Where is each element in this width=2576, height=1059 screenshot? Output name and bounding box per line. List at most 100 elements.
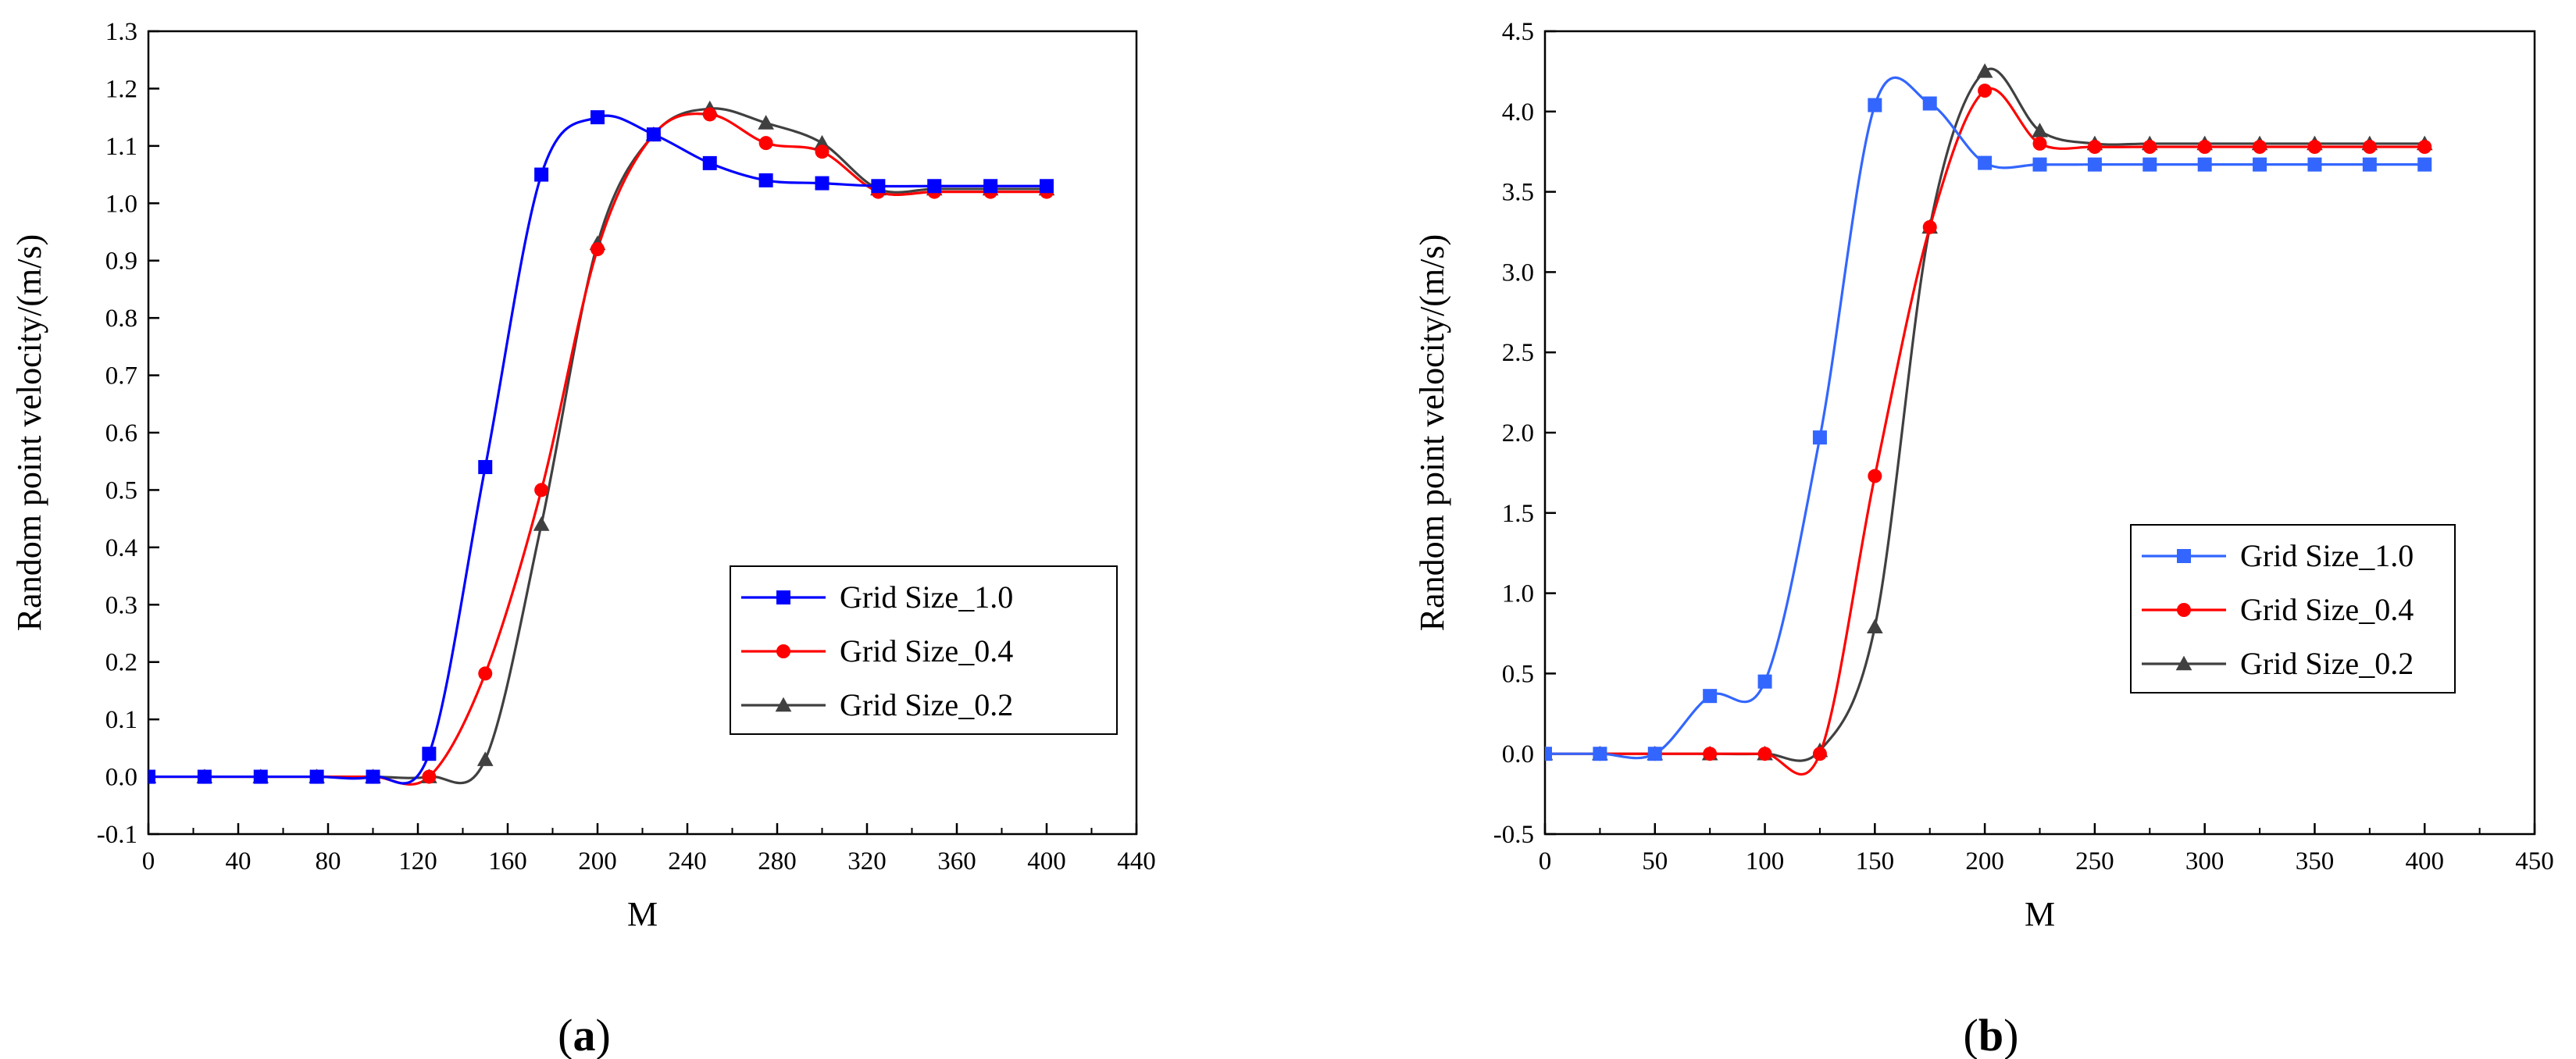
x-tick-label: 200 bbox=[578, 847, 617, 875]
panel-label-letter: a bbox=[573, 1010, 596, 1059]
data-point bbox=[476, 751, 494, 766]
data-point bbox=[2362, 157, 2377, 172]
legend-label: Grid Size_1.0 bbox=[840, 579, 1013, 615]
data-point bbox=[1757, 747, 1772, 761]
panel-label: (b) bbox=[1964, 1010, 2019, 1059]
data-point bbox=[2417, 140, 2432, 155]
panel-label: (a) bbox=[558, 1010, 611, 1059]
data-point bbox=[590, 110, 605, 125]
y-tick-label: 0.0 bbox=[1502, 740, 1534, 768]
data-point bbox=[2417, 157, 2432, 172]
data-point bbox=[1866, 619, 1883, 634]
y-tick-label: 0.9 bbox=[105, 248, 137, 276]
data-point bbox=[2087, 140, 2102, 155]
data-point bbox=[1703, 689, 1718, 704]
data-point bbox=[2032, 157, 2047, 172]
data-point bbox=[534, 167, 549, 182]
x-tick-label: 400 bbox=[1027, 847, 1066, 875]
x-tick-label: 240 bbox=[668, 847, 707, 875]
data-point bbox=[758, 136, 773, 151]
chart-a: 0 40 80 120 160 200 240 280 320 360 400 440 -0.1 0.0 0… bbox=[10, 18, 1156, 1059]
x-tick-label: 40 bbox=[226, 847, 252, 875]
data-point bbox=[309, 769, 324, 784]
y-tick-label: 4.5 bbox=[1502, 18, 1534, 46]
y-tick-label: 0.6 bbox=[105, 419, 137, 447]
data-point bbox=[1812, 747, 1827, 761]
legend-label: Grid Size_0.2 bbox=[2240, 646, 2414, 681]
panel-label-letter: b bbox=[1978, 1010, 2003, 1059]
y-tick-label: 0.7 bbox=[105, 362, 137, 390]
x-tick-label: 150 bbox=[1856, 847, 1895, 875]
y-tick-label: 0.2 bbox=[105, 649, 137, 677]
data-point bbox=[1978, 84, 1993, 98]
legend-label: Grid Size_0.4 bbox=[2240, 592, 2414, 627]
x-tick-label: 50 bbox=[1642, 847, 1668, 875]
legend-label: Grid Size_1.0 bbox=[2240, 538, 2414, 573]
y-tick-label: 2.5 bbox=[1502, 339, 1534, 367]
x-tick-label: 100 bbox=[1746, 847, 1785, 875]
data-point bbox=[927, 179, 942, 194]
y-tick-label: 0.1 bbox=[105, 706, 137, 734]
data-point bbox=[590, 242, 605, 257]
x-tick-label: 80 bbox=[316, 847, 341, 875]
data-point bbox=[2253, 140, 2267, 155]
x-tick-label: 280 bbox=[758, 847, 797, 875]
y-tick-label: -0.1 bbox=[97, 821, 137, 849]
data-point bbox=[2197, 157, 2212, 172]
plot-area bbox=[148, 100, 1055, 786]
data-point bbox=[2143, 140, 2157, 155]
data-point bbox=[2087, 157, 2102, 172]
y-tick-label: -0.5 bbox=[1493, 821, 1534, 849]
data-point bbox=[758, 173, 773, 187]
y-tick-label: 1.3 bbox=[105, 18, 137, 46]
panel-label-close: ) bbox=[2003, 1010, 2018, 1059]
y-tick-label: 0.8 bbox=[105, 305, 137, 333]
data-point bbox=[253, 769, 268, 784]
x-tick-label: 200 bbox=[1965, 847, 2004, 875]
data-point bbox=[422, 747, 437, 761]
y-axis-title: Random point velocity/(m/s) bbox=[10, 234, 48, 631]
data-point bbox=[478, 666, 493, 681]
legend-label: Grid Size_0.4 bbox=[840, 633, 1013, 669]
y-tick-label: 1.1 bbox=[105, 133, 137, 161]
x-tick-label: 440 bbox=[1117, 847, 1156, 875]
data-point bbox=[533, 516, 550, 531]
data-point bbox=[1545, 747, 1552, 761]
panel-label-close: ) bbox=[596, 1010, 611, 1059]
data-point bbox=[1593, 747, 1607, 761]
y-tick-label: 1.0 bbox=[105, 190, 137, 218]
data-point bbox=[2307, 140, 2322, 155]
data-point bbox=[1647, 747, 1662, 761]
y-tick-label: 1.5 bbox=[1502, 500, 1534, 528]
data-point bbox=[983, 179, 998, 194]
chart-b: 0 50 100 150 200 250 300 350 400 450 -0.5 0.0 0.5 1.0… bbox=[1413, 18, 2554, 1059]
data-point bbox=[1922, 96, 1937, 111]
data-point bbox=[758, 115, 774, 130]
x-tick-label: 400 bbox=[2405, 847, 2444, 875]
legend-label: Grid Size_0.2 bbox=[840, 687, 1013, 722]
x-tick-label: 0 bbox=[142, 847, 155, 875]
x-axis-title: M bbox=[2025, 895, 2055, 933]
data-point bbox=[197, 769, 212, 784]
data-point bbox=[2197, 140, 2212, 155]
x-tick-label: 450 bbox=[2515, 847, 2554, 875]
data-point bbox=[815, 176, 830, 191]
y-tick-label: 2.0 bbox=[1502, 419, 1534, 447]
data-point bbox=[871, 179, 886, 194]
legend-marker bbox=[776, 590, 790, 604]
data-point bbox=[1703, 747, 1718, 761]
plot-area bbox=[1545, 63, 2433, 776]
data-point bbox=[1868, 469, 1882, 483]
legend-marker bbox=[775, 697, 792, 712]
data-point bbox=[478, 460, 493, 475]
data-point bbox=[814, 134, 830, 150]
y-tick-label: 0.3 bbox=[105, 591, 137, 619]
x-tick-label: 250 bbox=[2075, 847, 2114, 875]
x-tick-label: 0 bbox=[1539, 847, 1552, 875]
x-tick-label: 350 bbox=[2296, 847, 2335, 875]
y-tick-label: 4.0 bbox=[1502, 98, 1534, 127]
x-tick-label: 120 bbox=[398, 847, 437, 875]
data-point bbox=[534, 483, 549, 497]
data-point bbox=[646, 127, 661, 142]
